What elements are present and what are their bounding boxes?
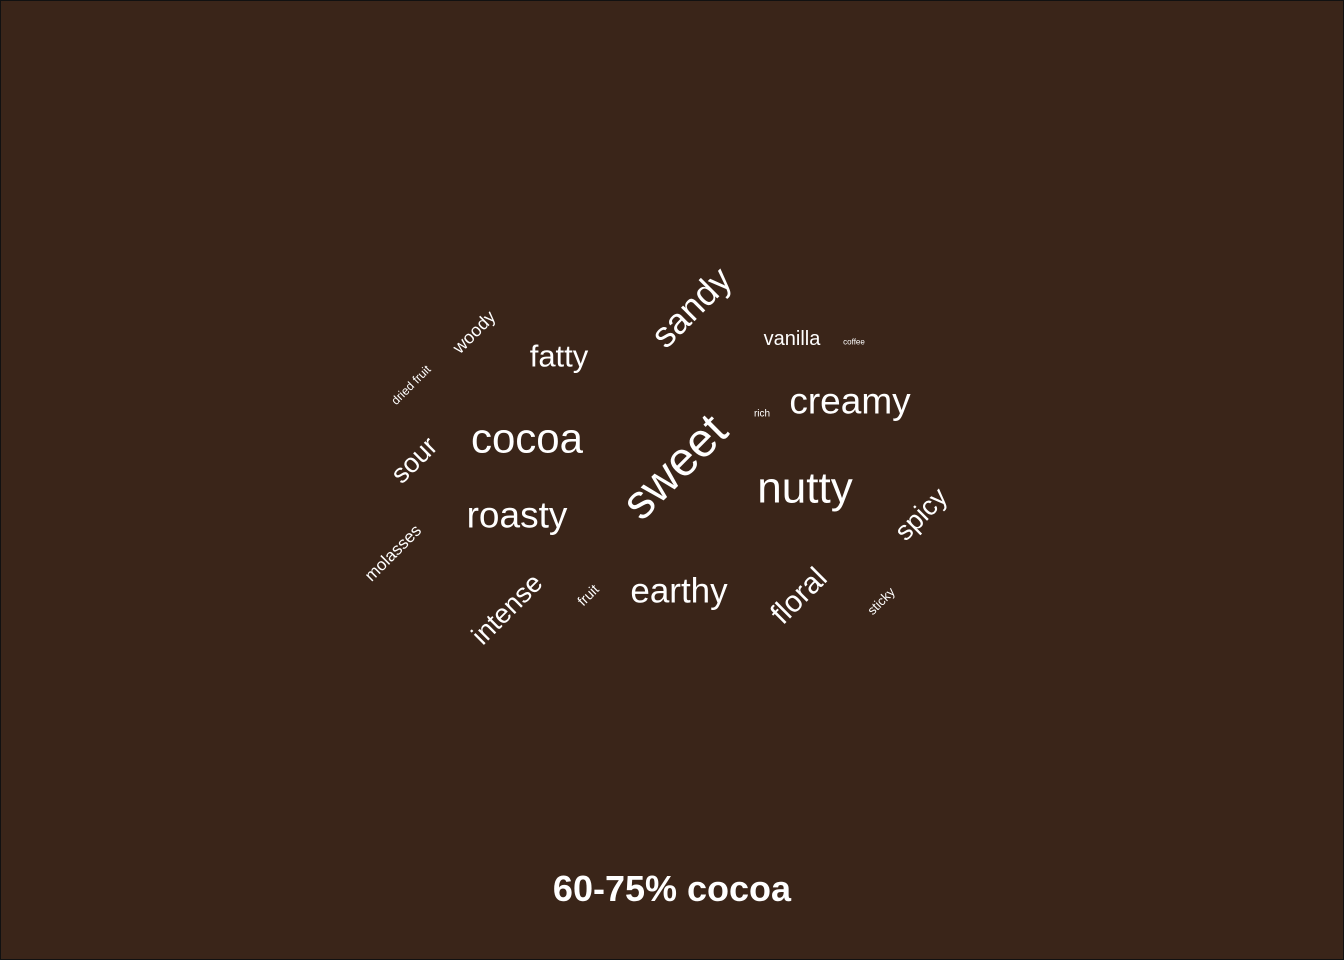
word-earthy: earthy [630,572,728,611]
word-sweet: sweet [612,404,738,530]
word-cocoa: cocoa [471,415,584,462]
word-dried-fruit: dried fruit [388,362,434,408]
word-sour: sour [385,431,443,489]
word-spicy: spicy [889,481,954,546]
word-rich: rich [754,409,770,420]
word-sandy: sandy [643,259,740,356]
word-nutty: nutty [757,464,852,513]
word-coffee: coffee [843,338,865,347]
word-sticky: sticky [864,584,898,618]
word-creamy: creamy [789,381,911,422]
word-floral: floral [764,561,833,630]
word-intense: intense [466,568,549,651]
word-fruit: fruit [574,581,602,609]
chart-title: 60-75% cocoa [552,868,792,909]
word-fatty: fatty [530,339,589,374]
word-vanilla: vanilla [764,328,822,350]
word-woody: woody [448,307,500,359]
word-roasty: roasty [467,495,568,536]
word-molasses: molasses [361,521,425,585]
